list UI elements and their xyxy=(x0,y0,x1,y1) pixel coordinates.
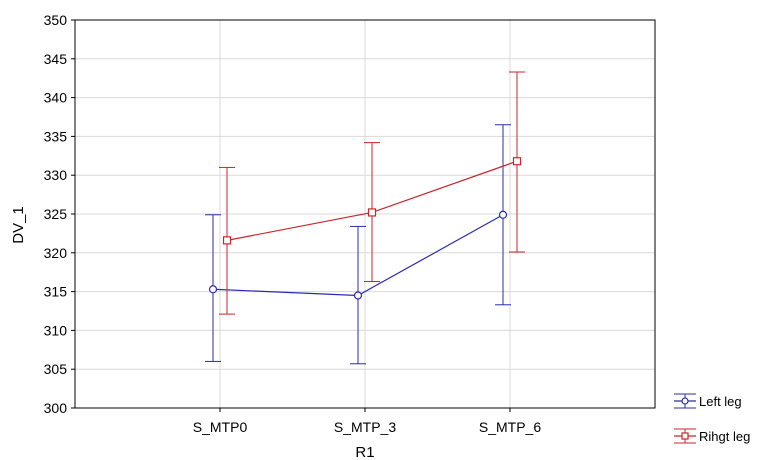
legend-label: Rihgt leg xyxy=(699,429,750,444)
data-point xyxy=(498,210,508,219)
series-rihgt-leg xyxy=(219,71,525,315)
y-tick-label: 310 xyxy=(44,322,68,338)
legend-marker xyxy=(681,432,689,440)
legend-item: Rihgt leg xyxy=(674,428,750,444)
y-tick-label: 300 xyxy=(44,400,68,416)
legend-item: Left leg xyxy=(674,393,742,409)
y-tick-label: 320 xyxy=(44,245,68,261)
y-tick-label: 330 xyxy=(44,167,68,183)
y-tick-label: 305 xyxy=(44,361,68,377)
data-point xyxy=(353,291,363,300)
y-tick-label: 345 xyxy=(44,51,68,67)
axes: 300 305 310 315 320 325 330 335 340 345 350 S_MTP0 S… xyxy=(44,12,542,435)
x-tick-label: S_MTP0 xyxy=(193,419,248,435)
series-left-leg xyxy=(205,124,511,365)
y-tick-label: 335 xyxy=(44,128,68,144)
y-axis-label: DV_1 xyxy=(10,206,27,244)
y-tick-label: 340 xyxy=(44,90,68,106)
x-tick-label: S_MTP_6 xyxy=(479,419,541,435)
data-point xyxy=(367,208,377,217)
y-tick-label: 350 xyxy=(44,12,68,28)
x-tick-label: S_MTP_3 xyxy=(334,419,396,435)
y-tick-label: 325 xyxy=(44,206,68,222)
y-tick-label: 315 xyxy=(44,284,68,300)
legend-marker xyxy=(681,397,689,405)
x-axis-label: R1 xyxy=(355,444,374,460)
data-point xyxy=(208,285,218,294)
series-layer xyxy=(205,71,525,365)
data-point xyxy=(512,157,522,166)
data-point xyxy=(222,236,232,245)
legend-label: Left leg xyxy=(699,394,742,409)
legend: Left leg Rihgt leg xyxy=(674,393,750,444)
